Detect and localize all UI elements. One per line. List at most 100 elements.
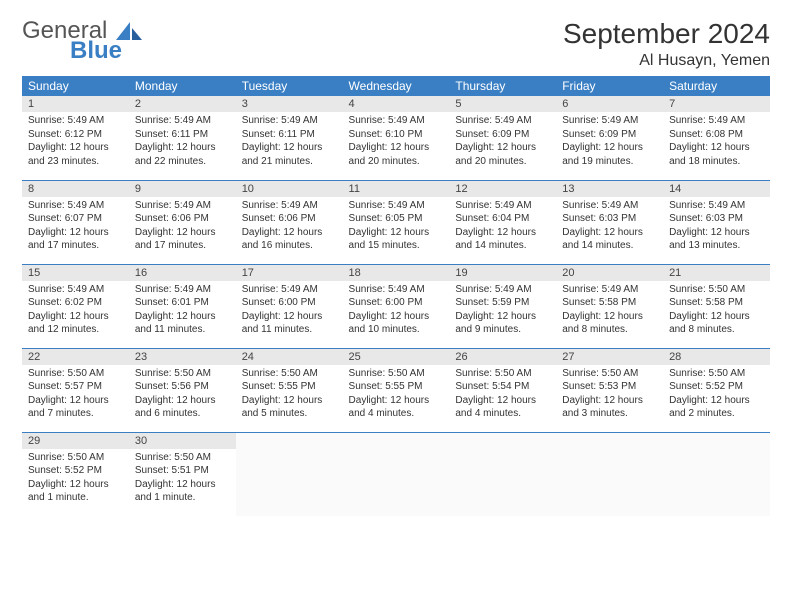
sunrise-text: Sunrise: 5:49 AM bbox=[28, 114, 123, 128]
calendar-cell: 20Sunrise: 5:49 AMSunset: 5:58 PMDayligh… bbox=[556, 264, 663, 348]
day-number: 18 bbox=[343, 265, 450, 281]
weekday-header: Sunday bbox=[22, 76, 129, 96]
daylight-line2: and 11 minutes. bbox=[135, 323, 230, 337]
calendar-cell: 24Sunrise: 5:50 AMSunset: 5:55 PMDayligh… bbox=[236, 348, 343, 432]
day-number: 6 bbox=[556, 96, 663, 112]
daylight-line1: Daylight: 12 hours bbox=[562, 141, 657, 155]
sunrise-text: Sunrise: 5:49 AM bbox=[455, 199, 550, 213]
daylight-line2: and 12 minutes. bbox=[28, 323, 123, 337]
calendar-cell: 13Sunrise: 5:49 AMSunset: 6:03 PMDayligh… bbox=[556, 180, 663, 264]
sunrise-text: Sunrise: 5:50 AM bbox=[669, 283, 764, 297]
sunrise-text: Sunrise: 5:50 AM bbox=[135, 451, 230, 465]
calendar-cell: 29Sunrise: 5:50 AMSunset: 5:52 PMDayligh… bbox=[22, 432, 129, 516]
sunset-text: Sunset: 5:58 PM bbox=[669, 296, 764, 310]
sunset-text: Sunset: 5:54 PM bbox=[455, 380, 550, 394]
sunset-text: Sunset: 6:03 PM bbox=[562, 212, 657, 226]
daylight-line1: Daylight: 12 hours bbox=[135, 226, 230, 240]
day-number: 17 bbox=[236, 265, 343, 281]
sunrise-text: Sunrise: 5:49 AM bbox=[242, 283, 337, 297]
sunset-text: Sunset: 6:04 PM bbox=[455, 212, 550, 226]
daylight-line2: and 1 minute. bbox=[135, 491, 230, 505]
daylight-line1: Daylight: 12 hours bbox=[455, 141, 550, 155]
sunrise-text: Sunrise: 5:50 AM bbox=[135, 367, 230, 381]
day-number: 19 bbox=[449, 265, 556, 281]
day-details: Sunrise: 5:49 AMSunset: 6:09 PMDaylight:… bbox=[449, 112, 556, 172]
weekday-header: Tuesday bbox=[236, 76, 343, 96]
sunrise-text: Sunrise: 5:49 AM bbox=[242, 199, 337, 213]
daylight-line2: and 6 minutes. bbox=[135, 407, 230, 421]
day-details: Sunrise: 5:49 AMSunset: 5:59 PMDaylight:… bbox=[449, 281, 556, 341]
calendar-row: 22Sunrise: 5:50 AMSunset: 5:57 PMDayligh… bbox=[22, 348, 770, 432]
sunrise-text: Sunrise: 5:50 AM bbox=[669, 367, 764, 381]
daylight-line1: Daylight: 12 hours bbox=[135, 310, 230, 324]
daylight-line1: Daylight: 12 hours bbox=[28, 478, 123, 492]
daylight-line2: and 21 minutes. bbox=[242, 155, 337, 169]
sunrise-text: Sunrise: 5:49 AM bbox=[135, 199, 230, 213]
sunrise-text: Sunrise: 5:49 AM bbox=[349, 114, 444, 128]
calendar-cell: 7Sunrise: 5:49 AMSunset: 6:08 PMDaylight… bbox=[663, 96, 770, 180]
daylight-line2: and 19 minutes. bbox=[562, 155, 657, 169]
sunrise-text: Sunrise: 5:50 AM bbox=[242, 367, 337, 381]
day-details: Sunrise: 5:50 AMSunset: 5:57 PMDaylight:… bbox=[22, 365, 129, 425]
calendar-cell bbox=[556, 432, 663, 516]
day-number: 28 bbox=[663, 349, 770, 365]
day-number: 11 bbox=[343, 181, 450, 197]
calendar-cell: 11Sunrise: 5:49 AMSunset: 6:05 PMDayligh… bbox=[343, 180, 450, 264]
daylight-line2: and 22 minutes. bbox=[135, 155, 230, 169]
day-details: Sunrise: 5:49 AMSunset: 6:04 PMDaylight:… bbox=[449, 197, 556, 257]
calendar-cell: 18Sunrise: 5:49 AMSunset: 6:00 PMDayligh… bbox=[343, 264, 450, 348]
calendar-cell: 1Sunrise: 5:49 AMSunset: 6:12 PMDaylight… bbox=[22, 96, 129, 180]
sunset-text: Sunset: 6:06 PM bbox=[135, 212, 230, 226]
day-number: 12 bbox=[449, 181, 556, 197]
day-number: 27 bbox=[556, 349, 663, 365]
day-number: 14 bbox=[663, 181, 770, 197]
sunrise-text: Sunrise: 5:50 AM bbox=[349, 367, 444, 381]
sunrise-text: Sunrise: 5:49 AM bbox=[455, 283, 550, 297]
calendar-cell: 10Sunrise: 5:49 AMSunset: 6:06 PMDayligh… bbox=[236, 180, 343, 264]
brand-word2: Blue bbox=[70, 39, 142, 63]
daylight-line2: and 4 minutes. bbox=[349, 407, 444, 421]
day-details: Sunrise: 5:49 AMSunset: 6:05 PMDaylight:… bbox=[343, 197, 450, 257]
calendar-cell: 15Sunrise: 5:49 AMSunset: 6:02 PMDayligh… bbox=[22, 264, 129, 348]
calendar-cell: 22Sunrise: 5:50 AMSunset: 5:57 PMDayligh… bbox=[22, 348, 129, 432]
sunset-text: Sunset: 6:00 PM bbox=[349, 296, 444, 310]
daylight-line1: Daylight: 12 hours bbox=[135, 141, 230, 155]
calendar-cell: 14Sunrise: 5:49 AMSunset: 6:03 PMDayligh… bbox=[663, 180, 770, 264]
daylight-line1: Daylight: 12 hours bbox=[135, 394, 230, 408]
weekday-header: Wednesday bbox=[343, 76, 450, 96]
daylight-line2: and 8 minutes. bbox=[562, 323, 657, 337]
daylight-line1: Daylight: 12 hours bbox=[669, 394, 764, 408]
sunset-text: Sunset: 6:02 PM bbox=[28, 296, 123, 310]
day-details: Sunrise: 5:49 AMSunset: 6:00 PMDaylight:… bbox=[236, 281, 343, 341]
daylight-line1: Daylight: 12 hours bbox=[562, 226, 657, 240]
calendar-row: 8Sunrise: 5:49 AMSunset: 6:07 PMDaylight… bbox=[22, 180, 770, 264]
calendar-cell: 8Sunrise: 5:49 AMSunset: 6:07 PMDaylight… bbox=[22, 180, 129, 264]
daylight-line2: and 15 minutes. bbox=[349, 239, 444, 253]
sunset-text: Sunset: 5:53 PM bbox=[562, 380, 657, 394]
calendar-cell: 3Sunrise: 5:49 AMSunset: 6:11 PMDaylight… bbox=[236, 96, 343, 180]
sunrise-text: Sunrise: 5:50 AM bbox=[28, 451, 123, 465]
daylight-line2: and 7 minutes. bbox=[28, 407, 123, 421]
day-details: Sunrise: 5:50 AMSunset: 5:51 PMDaylight:… bbox=[129, 449, 236, 509]
daylight-line1: Daylight: 12 hours bbox=[669, 141, 764, 155]
daylight-line1: Daylight: 12 hours bbox=[669, 226, 764, 240]
daylight-line1: Daylight: 12 hours bbox=[349, 394, 444, 408]
daylight-line1: Daylight: 12 hours bbox=[455, 226, 550, 240]
sunset-text: Sunset: 5:55 PM bbox=[349, 380, 444, 394]
daylight-line1: Daylight: 12 hours bbox=[28, 141, 123, 155]
day-details: Sunrise: 5:49 AMSunset: 6:10 PMDaylight:… bbox=[343, 112, 450, 172]
day-number: 20 bbox=[556, 265, 663, 281]
day-details: Sunrise: 5:49 AMSunset: 6:03 PMDaylight:… bbox=[556, 197, 663, 257]
calendar-cell: 21Sunrise: 5:50 AMSunset: 5:58 PMDayligh… bbox=[663, 264, 770, 348]
calendar-cell: 5Sunrise: 5:49 AMSunset: 6:09 PMDaylight… bbox=[449, 96, 556, 180]
daylight-line1: Daylight: 12 hours bbox=[455, 310, 550, 324]
sunrise-text: Sunrise: 5:49 AM bbox=[28, 199, 123, 213]
sunset-text: Sunset: 6:11 PM bbox=[242, 128, 337, 142]
day-number: 30 bbox=[129, 433, 236, 449]
sunset-text: Sunset: 6:00 PM bbox=[242, 296, 337, 310]
daylight-line2: and 11 minutes. bbox=[242, 323, 337, 337]
daylight-line1: Daylight: 12 hours bbox=[242, 141, 337, 155]
location: Al Husayn, Yemen bbox=[563, 52, 770, 70]
sunrise-text: Sunrise: 5:49 AM bbox=[349, 283, 444, 297]
sunset-text: Sunset: 6:05 PM bbox=[349, 212, 444, 226]
